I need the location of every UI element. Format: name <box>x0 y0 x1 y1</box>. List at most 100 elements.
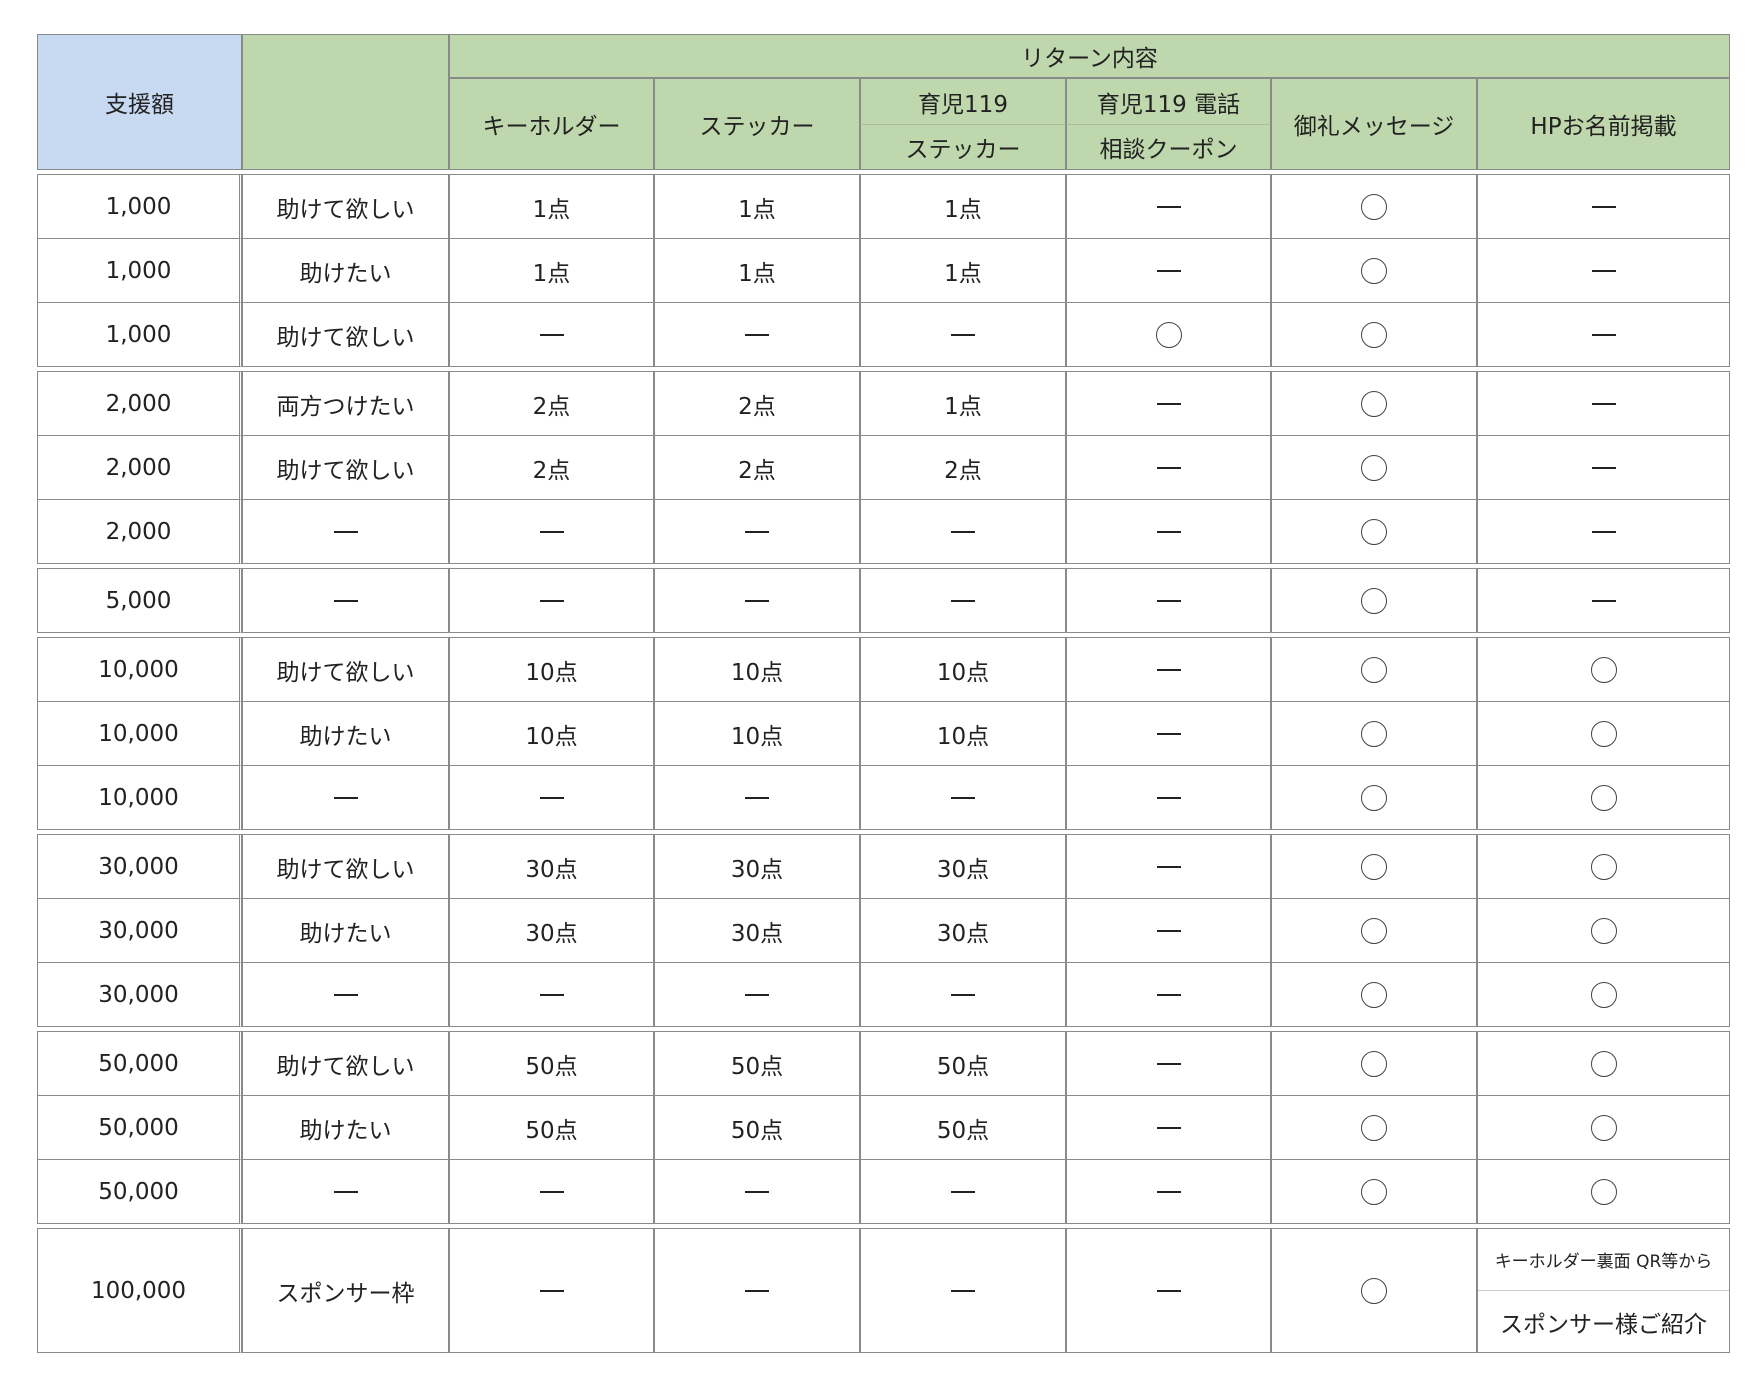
dash-mark-icon <box>951 333 975 336</box>
cell-thanks-message <box>1271 1032 1477 1096</box>
cell-amount: 10,000 <box>37 766 242 830</box>
dash-mark-icon <box>1156 668 1181 671</box>
cell-category <box>242 500 449 564</box>
circle-mark-icon <box>1361 784 1387 811</box>
cell-hp-name <box>1477 899 1730 963</box>
dash-mark-icon <box>745 530 769 533</box>
cell-ikuji-sticker: 50点 <box>860 1032 1066 1096</box>
circle-mark-icon <box>1361 321 1387 348</box>
cell-keyholder: 1点 <box>449 175 654 239</box>
table-row: 10,000 <box>37 766 1730 830</box>
cell-coupon <box>1066 1160 1271 1224</box>
dash-mark-icon <box>1591 599 1616 602</box>
cell-ikuji-sticker <box>860 303 1066 367</box>
dash-mark-icon <box>539 530 564 533</box>
circle-mark-icon <box>1590 784 1617 811</box>
cell-keyholder: 50点 <box>449 1096 654 1160</box>
cell-category: 助けて欲しい <box>242 835 449 899</box>
cell-thanks-message <box>1271 1096 1477 1160</box>
cell-ikuji-sticker: 30点 <box>860 835 1066 899</box>
dash-mark-icon <box>1156 1062 1181 1065</box>
circle-mark-icon <box>1590 917 1617 944</box>
header-coupon-line2: 相談クーポン <box>1066 124 1271 170</box>
circle-mark-icon <box>1590 720 1617 747</box>
cell-hp-name <box>1477 303 1730 367</box>
dash-mark-icon <box>539 1190 564 1193</box>
dash-mark-icon <box>1591 269 1616 272</box>
cell-category <box>242 1160 449 1224</box>
cell-keyholder: 30点 <box>449 899 654 963</box>
cell-keyholder <box>449 766 654 830</box>
dash-mark-icon <box>1156 530 1181 533</box>
dash-mark-icon <box>745 1289 769 1292</box>
dash-mark-icon <box>1156 732 1181 735</box>
cell-hp-name <box>1477 835 1730 899</box>
row-group: 5,000 <box>37 568 1730 633</box>
dash-mark-icon <box>951 599 975 602</box>
cell-thanks-message <box>1271 500 1477 564</box>
cell-ikuji-sticker <box>860 963 1066 1027</box>
cell-keyholder: 1点 <box>449 239 654 303</box>
dash-mark-icon <box>1156 865 1181 868</box>
cell-amount: 30,000 <box>37 899 242 963</box>
table-row: 10,000 助けて欲しい 10点 10点 10点 <box>37 638 1730 702</box>
circle-mark-icon <box>1590 1114 1617 1141</box>
cell-category: 助けて欲しい <box>242 1032 449 1096</box>
cell-ikuji-sticker: 1点 <box>860 175 1066 239</box>
cell-category: 両方つけたい <box>242 372 449 436</box>
cell-text: スポンサー様ご紹介 <box>1500 1311 1707 1338</box>
header-coupon-line1: 育児119 電話 <box>1066 78 1271 124</box>
cell-thanks-message <box>1271 1229 1477 1353</box>
cell-coupon <box>1066 569 1271 633</box>
cell-amount: 50,000 <box>37 1032 242 1096</box>
cell-hp-name <box>1477 1160 1730 1224</box>
dash-mark-icon <box>539 796 564 799</box>
dash-mark-icon <box>539 599 564 602</box>
cell-amount: 100,000 <box>37 1229 242 1353</box>
cell-coupon <box>1066 963 1271 1027</box>
cell-sticker: 2点 <box>654 436 860 500</box>
circle-mark-icon <box>1590 981 1617 1008</box>
cell-amount: 50,000 <box>37 1160 242 1224</box>
row-group: 50,000 助けて欲しい 50点 50点 50点 50,000 助けたい 50点 50点 50点… <box>37 1031 1730 1224</box>
table-row: 30,000 <box>37 963 1730 1027</box>
cell-amount: 30,000 <box>37 963 242 1027</box>
circle-mark-icon <box>1361 1277 1387 1304</box>
cell-amount: 1,000 <box>37 175 242 239</box>
table-row: 1,000 助けて欲しい 1点 1点 1点 <box>37 175 1730 239</box>
cell-hp-name <box>1477 1032 1730 1096</box>
cell-amount: 1,000 <box>37 239 242 303</box>
cell-sticker <box>654 303 860 367</box>
circle-mark-icon <box>1361 518 1387 545</box>
cell-amount: 2,000 <box>37 436 242 500</box>
cell-hp-name <box>1477 1096 1730 1160</box>
cell-coupon <box>1066 1032 1271 1096</box>
table-row: 50,000 <box>37 1160 1730 1224</box>
row-group: 100,000 スポンサー枠 キーホルダー裏面 QR等から スポンサー様ご紹介 <box>37 1228 1730 1353</box>
cell-coupon <box>1066 303 1271 367</box>
cell-hp-name <box>1477 436 1730 500</box>
row-group: 10,000 助けて欲しい 10点 10点 10点 10,000 助けたい 10点 10点 10点… <box>37 637 1730 830</box>
cell-amount: 10,000 <box>37 702 242 766</box>
dash-mark-icon <box>333 993 358 996</box>
dash-mark-icon <box>1591 205 1616 208</box>
cell-category: 助けて欲しい <box>242 638 449 702</box>
dash-mark-icon <box>745 599 769 602</box>
cell-text: キーホルダー裏面 QR等から <box>1478 1229 1729 1291</box>
row-group: 2,000 両方つけたい 2点 2点 1点 2,000 助けて欲しい 2点 2点 2点 2,000 <box>37 371 1730 564</box>
cell-category: 助けて欲しい <box>242 436 449 500</box>
cell-sticker: 50点 <box>654 1032 860 1096</box>
cell-thanks-message <box>1271 702 1477 766</box>
cell-ikuji-sticker: 2点 <box>860 436 1066 500</box>
circle-mark-icon <box>1590 656 1617 683</box>
header-sticker: ステッカー <box>654 78 860 170</box>
cell-keyholder: 10点 <box>449 702 654 766</box>
dash-mark-icon <box>745 333 769 336</box>
table-header: 支援額 リターン内容 キーホルダー ステッカー 育児119 ステッカー 育児11… <box>37 34 1730 170</box>
header-hp-name: HPお名前掲載 <box>1477 78 1730 170</box>
cell-thanks-message <box>1271 638 1477 702</box>
dash-mark-icon <box>745 993 769 996</box>
cell-coupon <box>1066 702 1271 766</box>
dash-mark-icon <box>333 1190 358 1193</box>
cell-sticker <box>654 569 860 633</box>
